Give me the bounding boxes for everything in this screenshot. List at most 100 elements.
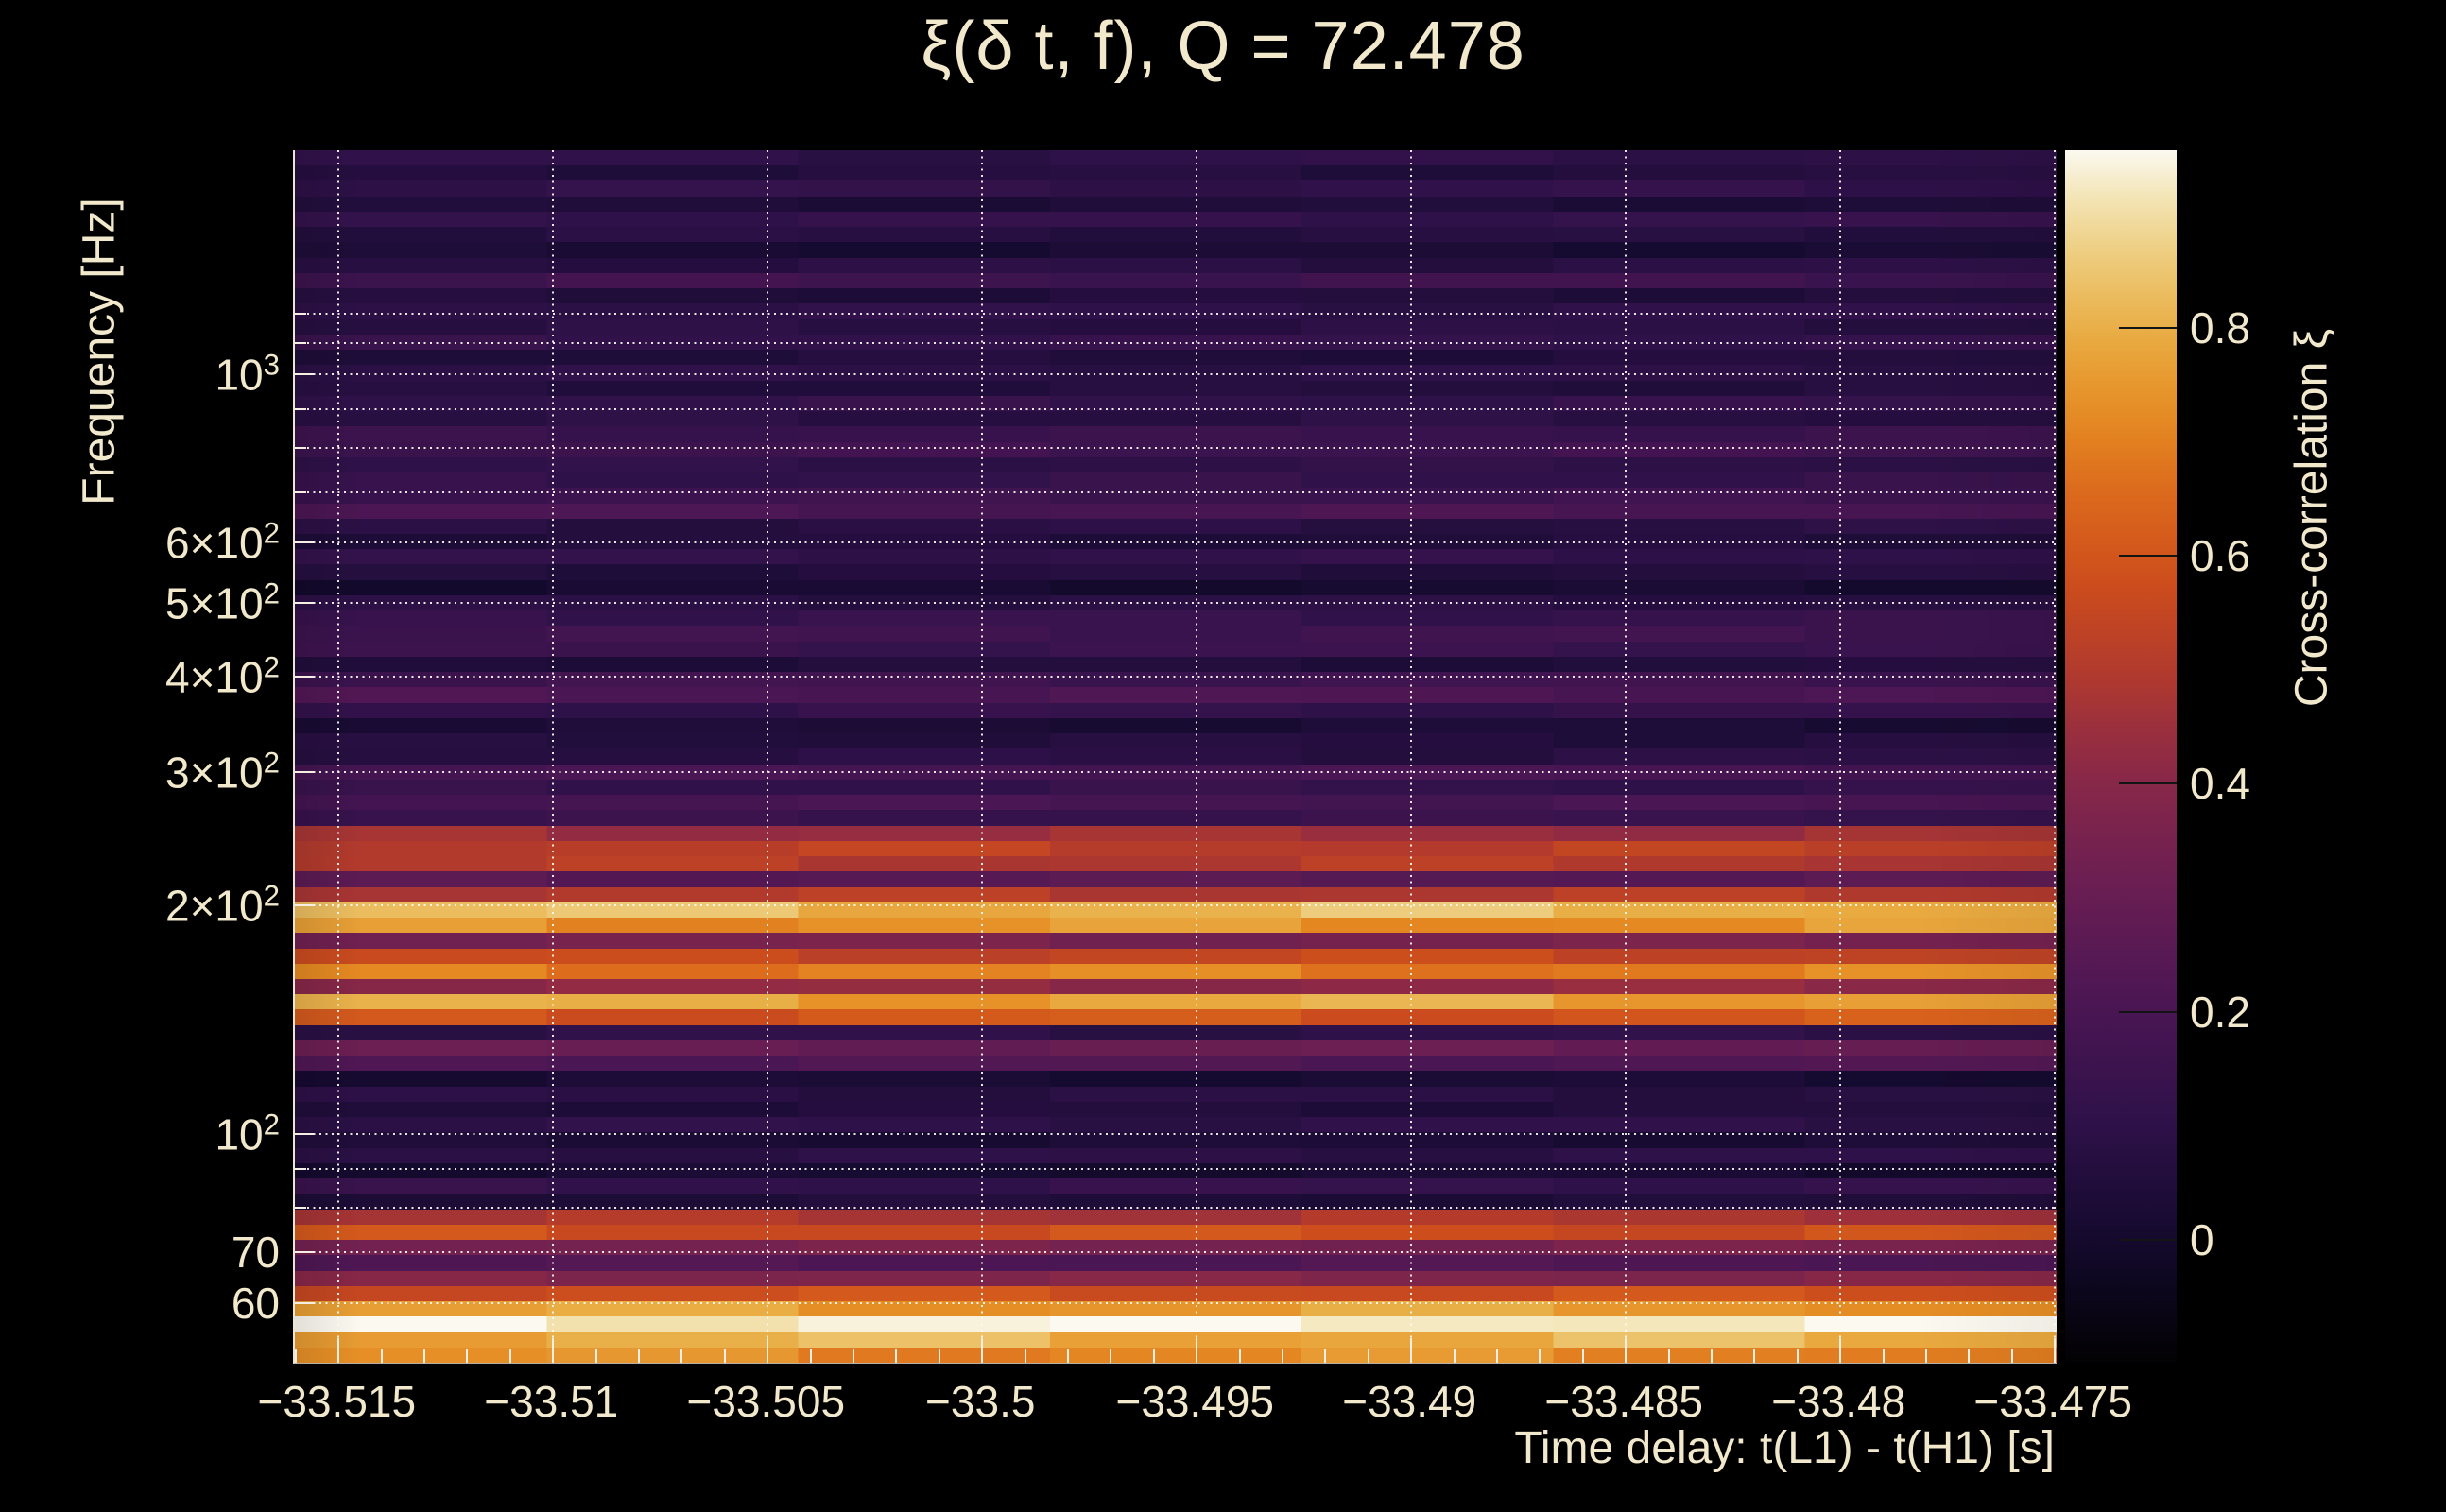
heatmap-row: [295, 426, 2057, 443]
y-gridline: [295, 372, 2057, 375]
heatmap-row: [295, 227, 2057, 244]
x-tick-label: −33.495: [1115, 1377, 1275, 1426]
heatmap-row: [295, 1162, 2057, 1179]
y-gridline: [295, 341, 2057, 344]
y-gridline: [295, 770, 2057, 773]
x-axis-title: Time delay: t(L1) - t(H1) [s]: [1514, 1423, 2055, 1473]
y-gridline: [295, 1251, 2057, 1254]
heatmap-row: [295, 472, 2057, 489]
y-tick-label: 60: [231, 1278, 280, 1328]
heatmap-row: [295, 303, 2057, 320]
y-minor-tick: [295, 1168, 306, 1171]
y-tick-label: 5×102: [164, 576, 280, 628]
heatmap-row: [295, 1332, 2057, 1349]
x-minor-tick: [594, 1349, 597, 1363]
x-minor-tick: [508, 1349, 511, 1363]
heatmap-row: [295, 411, 2057, 427]
heatmap-row: [295, 272, 2057, 289]
heatmap-row: [295, 1270, 2057, 1287]
x-minor-tick: [423, 1349, 426, 1363]
heatmap-row: [295, 1117, 2057, 1133]
y-major-tick: [295, 1251, 314, 1254]
heatmap-row: [295, 1101, 2057, 1118]
y-gridline: [295, 1133, 2057, 1136]
x-minor-tick: [1324, 1349, 1327, 1363]
heatmap-row: [295, 456, 2057, 473]
heatmap-row: [295, 656, 2057, 673]
heatmap-row: [295, 549, 2057, 566]
heatmap-row: [295, 963, 2057, 980]
y-major-tick: [295, 770, 314, 773]
heatmap-row: [295, 687, 2057, 704]
x-minor-tick: [1539, 1349, 1542, 1363]
x-tick-label: −33.485: [1544, 1377, 1703, 1426]
x-minor-tick: [1367, 1349, 1369, 1363]
y-minor-tick: [295, 446, 306, 449]
y-tick-label: 6×102: [164, 516, 280, 569]
x-gridline: [981, 150, 984, 1363]
colorbar-tick-label: 0: [2190, 1214, 2214, 1264]
heatmap-row: [295, 717, 2057, 734]
x-major-tick: [1625, 1338, 1628, 1363]
heatmap-row: [295, 1285, 2057, 1302]
heatmap-row: [295, 810, 2057, 827]
x-tick-label: −33.515: [257, 1377, 417, 1426]
x-gridline: [337, 150, 340, 1363]
x-minor-tick: [1453, 1349, 1456, 1363]
x-minor-tick: [1882, 1349, 1885, 1363]
heatmap-plot-area: [293, 150, 2057, 1364]
x-gridline: [767, 150, 769, 1363]
heatmap-row: [295, 503, 2057, 520]
x-minor-tick: [1581, 1349, 1584, 1363]
x-gridline: [1625, 150, 1628, 1363]
y-gridline: [295, 1168, 2057, 1171]
x-gridline: [1196, 150, 1198, 1363]
x-minor-tick: [1067, 1349, 1070, 1363]
y-minor-tick: [295, 313, 306, 316]
heatmap-row: [295, 1301, 2057, 1317]
y-gridline: [295, 602, 2057, 605]
heatmap-row: [295, 1024, 2057, 1041]
heatmap-row: [295, 978, 2057, 995]
heatmap-row: [295, 1209, 2057, 1226]
y-gridline: [295, 446, 2057, 449]
heatmap-row: [295, 702, 2057, 719]
heatmap-row: [295, 733, 2057, 749]
heatmap-row: [295, 871, 2057, 888]
heatmap-row: [295, 441, 2057, 458]
heatmap-row: [295, 1194, 2057, 1211]
y-major-tick: [295, 602, 314, 605]
x-minor-tick: [2010, 1349, 2013, 1363]
y-minor-tick: [295, 407, 306, 410]
y-tick-label: 103: [215, 348, 280, 400]
y-tick-label: 4×102: [164, 650, 280, 702]
x-gridline: [1410, 150, 1413, 1363]
heatmap-row: [295, 242, 2057, 259]
y-minor-tick: [295, 341, 306, 344]
heatmap-row: [295, 856, 2057, 872]
x-minor-tick: [380, 1349, 383, 1363]
colorbar-title: Cross-correlation ξ: [2286, 328, 2337, 708]
x-major-tick: [1196, 1338, 1198, 1363]
heatmap-row: [295, 1056, 2057, 1073]
colorbar-tick: [2119, 782, 2177, 785]
x-tick-label: −33.5: [925, 1377, 1036, 1426]
heatmap-row: [295, 1086, 2057, 1103]
x-tick-label: −33.51: [484, 1377, 619, 1426]
plot-title: ξ(δ t, f), Q = 72.478: [921, 9, 1525, 84]
y-gridline: [295, 313, 2057, 316]
colorbar-tick: [2119, 1010, 2177, 1013]
y-tick-label: 3×102: [164, 745, 280, 798]
heatmap-row: [295, 1224, 2057, 1241]
heatmap-row: [295, 933, 2057, 950]
x-tick-label: −33.505: [686, 1377, 846, 1426]
x-major-tick: [2054, 1338, 2057, 1363]
x-major-tick: [1410, 1338, 1413, 1363]
y-gridline: [295, 1301, 2057, 1304]
heatmap-row: [295, 1255, 2057, 1272]
heatmap-row: [295, 840, 2057, 857]
y-major-tick: [295, 1301, 314, 1304]
heatmap-row: [295, 1040, 2057, 1057]
heatmap-row: [295, 211, 2057, 228]
